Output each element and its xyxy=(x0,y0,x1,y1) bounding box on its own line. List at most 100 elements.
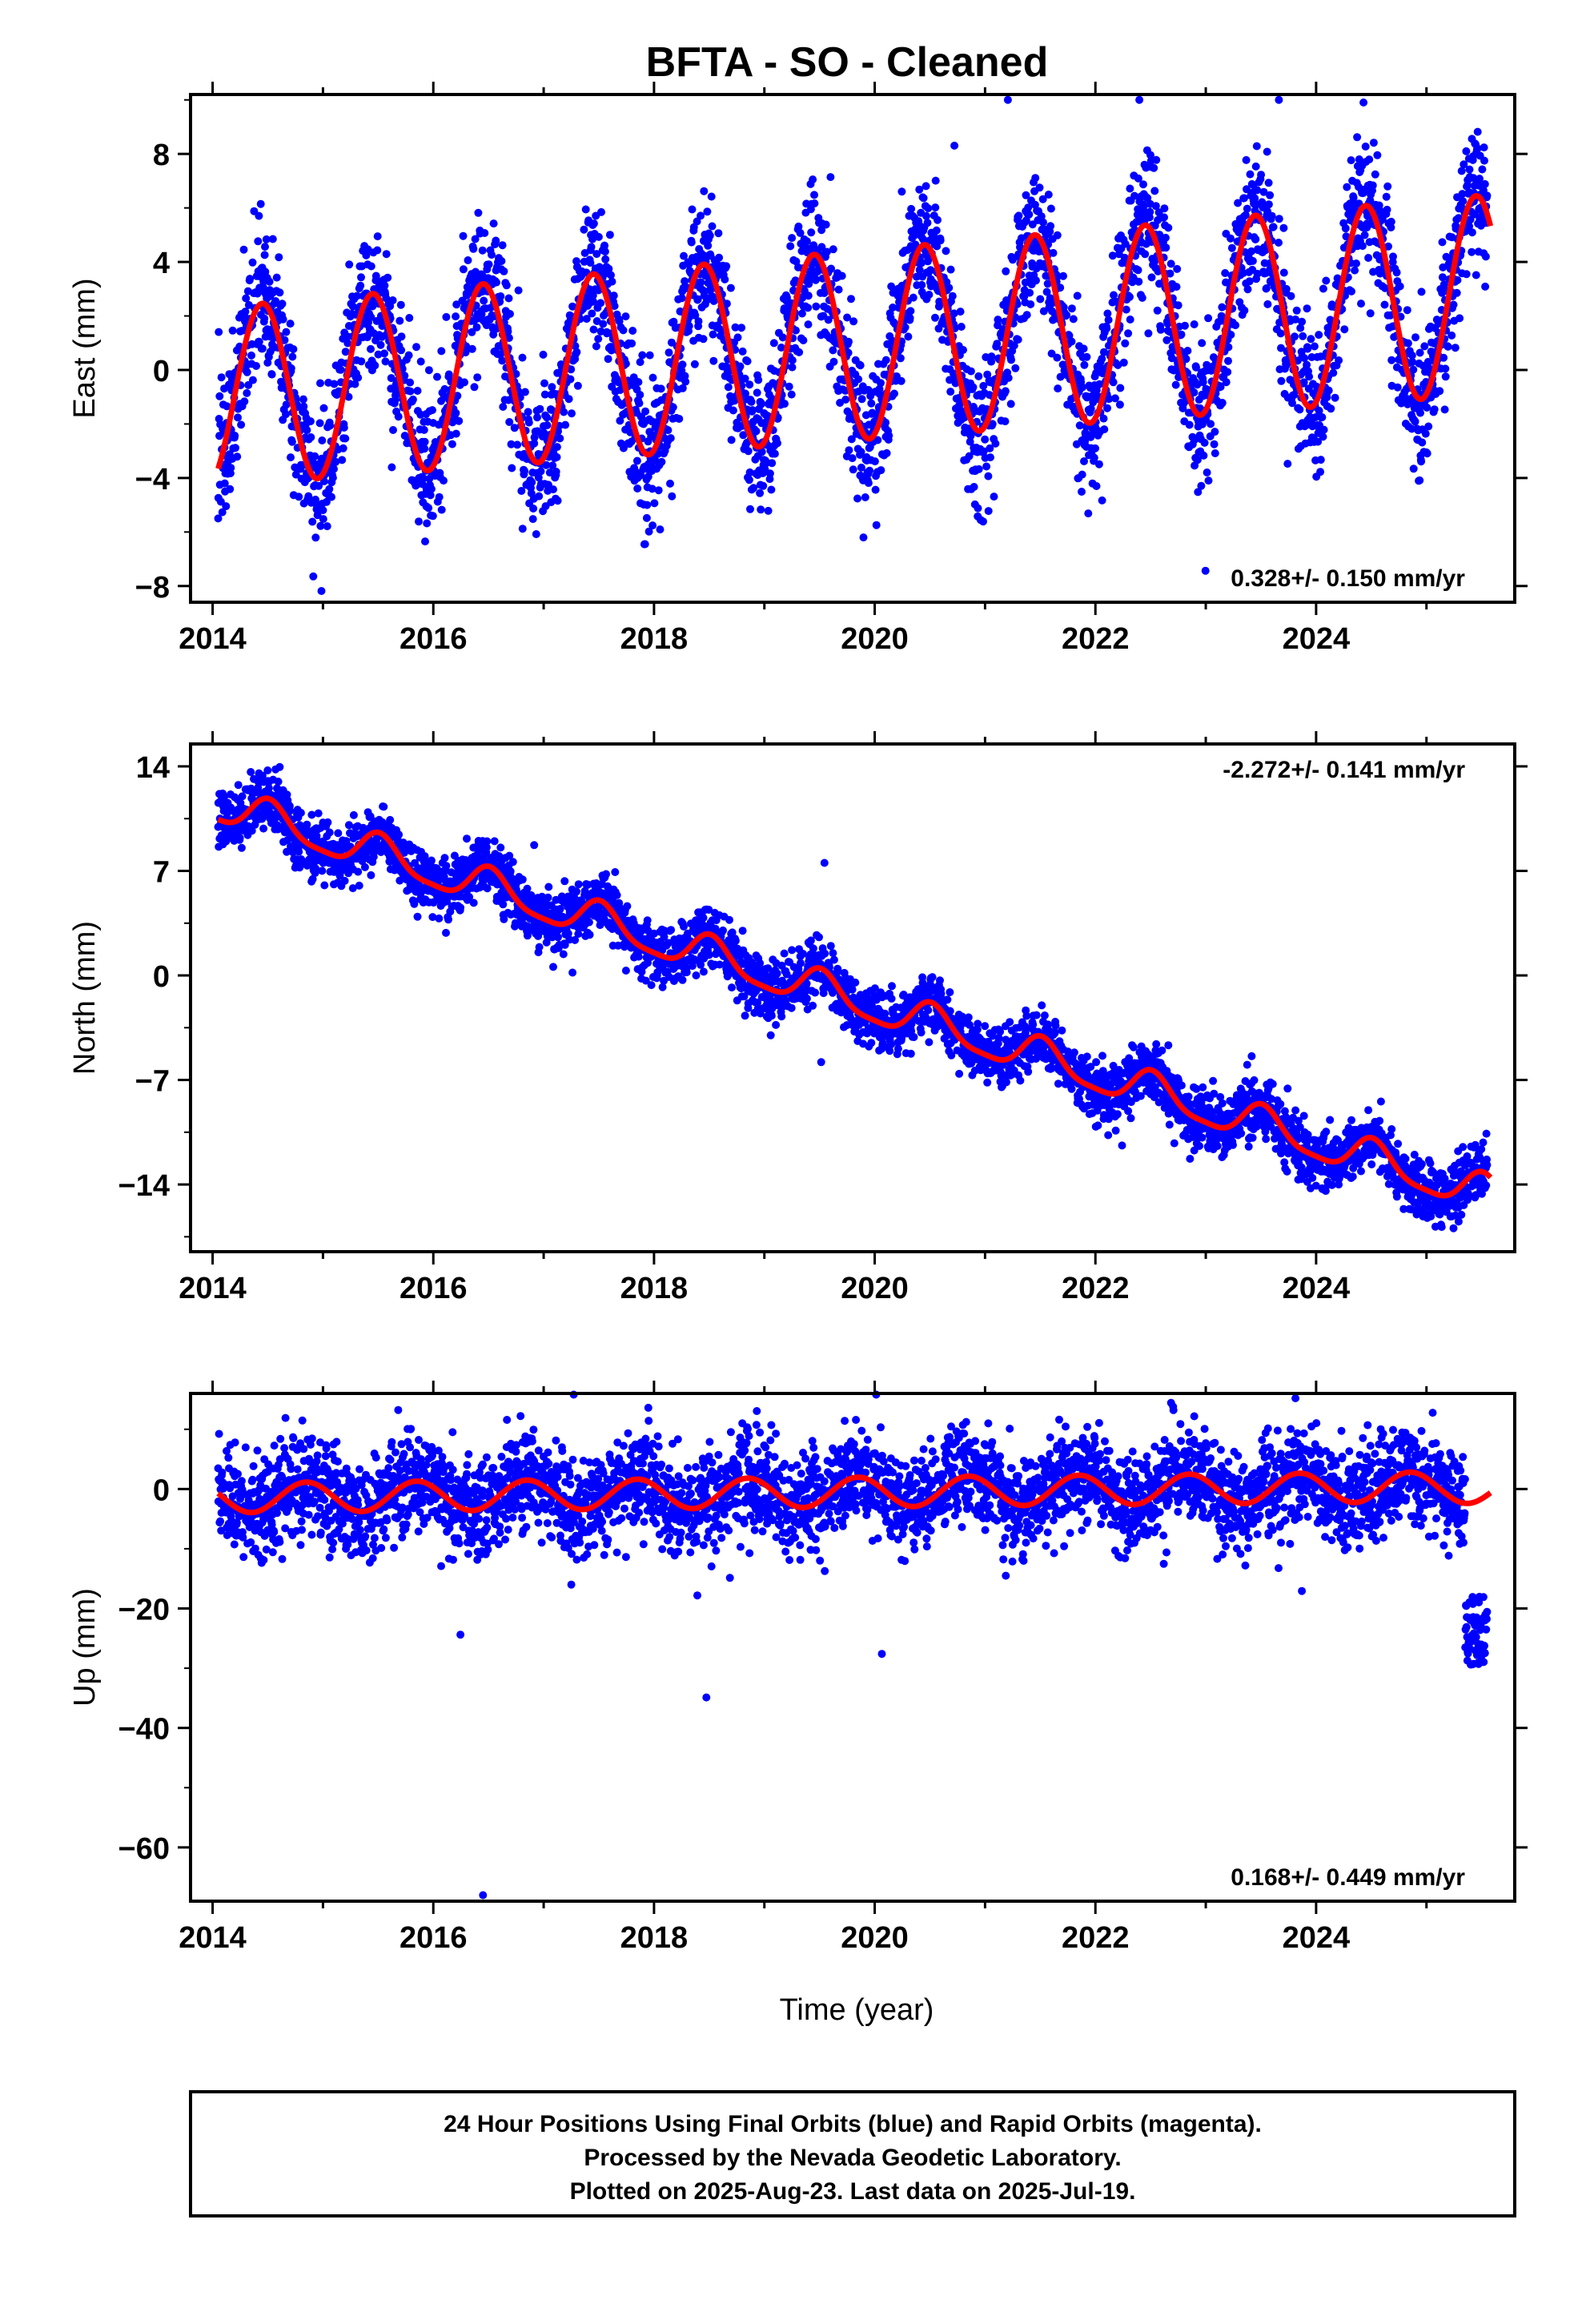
data-point xyxy=(306,417,315,426)
data-point xyxy=(315,419,324,428)
data-point xyxy=(1352,259,1360,267)
data-point xyxy=(829,357,838,366)
data-point xyxy=(235,834,244,842)
data-point xyxy=(1382,192,1391,201)
data-point xyxy=(1395,282,1404,291)
data-point xyxy=(756,489,765,497)
data-point xyxy=(280,336,289,344)
data-point xyxy=(942,247,950,255)
data-point xyxy=(318,866,327,875)
data-point xyxy=(543,413,551,422)
data-point xyxy=(990,493,998,501)
data-point xyxy=(669,403,677,412)
data-point xyxy=(1004,373,1013,382)
data-point xyxy=(470,383,479,392)
data-point xyxy=(754,376,763,384)
data-point xyxy=(769,339,778,348)
data-point xyxy=(560,408,568,416)
data-point xyxy=(1091,444,1099,452)
data-point xyxy=(1014,336,1022,344)
data-point xyxy=(400,372,409,380)
data-point xyxy=(581,205,590,214)
data-point xyxy=(318,436,327,444)
data-point xyxy=(707,192,716,201)
data-point xyxy=(286,806,295,815)
data-point xyxy=(572,348,581,356)
data-point xyxy=(1073,292,1082,300)
data-point xyxy=(1115,400,1124,409)
data-point xyxy=(656,525,665,534)
data-point xyxy=(255,211,263,220)
data-point xyxy=(788,234,797,243)
data-point xyxy=(991,439,1000,448)
data-point xyxy=(1277,376,1286,385)
data-point xyxy=(307,433,315,441)
data-point xyxy=(336,365,345,374)
data-point xyxy=(355,881,363,890)
data-point xyxy=(837,271,846,280)
data-point xyxy=(1373,151,1382,159)
data-point xyxy=(386,815,395,824)
data-point xyxy=(397,332,406,341)
data-point xyxy=(987,352,996,361)
data-point xyxy=(367,262,375,271)
data-point xyxy=(373,232,382,241)
data-point xyxy=(1024,203,1033,212)
data-point xyxy=(877,379,885,388)
data-point xyxy=(367,313,375,321)
data-point xyxy=(508,464,516,472)
data-point xyxy=(1224,343,1233,352)
data-point xyxy=(234,781,243,790)
data-point xyxy=(1164,223,1173,232)
data-point xyxy=(1025,210,1034,219)
data-point xyxy=(540,379,548,388)
data-point xyxy=(1416,408,1424,417)
data-point xyxy=(1185,420,1194,429)
data-point xyxy=(984,507,993,516)
data-point xyxy=(452,312,460,321)
data-point xyxy=(444,915,452,924)
data-point xyxy=(535,492,544,501)
data-point xyxy=(580,225,588,234)
data-point xyxy=(744,447,753,456)
data-point xyxy=(1207,420,1215,428)
data-point xyxy=(1078,383,1087,392)
data-point xyxy=(275,762,284,771)
data-point xyxy=(829,245,837,254)
data-point xyxy=(604,355,612,364)
data-point xyxy=(1156,325,1165,334)
data-point xyxy=(307,810,316,819)
data-point xyxy=(226,485,235,493)
data-point xyxy=(909,293,917,302)
data-point xyxy=(423,519,432,528)
data-point xyxy=(319,404,328,412)
east-data-points xyxy=(214,95,1492,595)
data-point xyxy=(1001,417,1010,426)
data-point xyxy=(925,291,934,299)
data-point xyxy=(464,256,472,264)
data-point xyxy=(1415,348,1424,357)
data-point xyxy=(316,521,325,530)
data-point xyxy=(474,208,483,217)
data-point xyxy=(287,453,295,462)
data-point xyxy=(420,437,429,446)
data-point xyxy=(267,370,276,379)
data-point xyxy=(1319,425,1328,434)
data-point xyxy=(259,824,268,833)
data-point xyxy=(722,262,731,271)
data-point xyxy=(218,508,227,517)
data-point xyxy=(371,361,379,370)
data-point xyxy=(469,899,478,907)
data-point xyxy=(1026,288,1034,297)
y-tick-label: −8 xyxy=(135,571,170,605)
data-point xyxy=(1361,143,1370,151)
data-point xyxy=(1002,267,1010,275)
data-point xyxy=(849,317,858,326)
data-point xyxy=(685,322,693,331)
data-point xyxy=(767,485,776,494)
data-point xyxy=(1441,364,1450,373)
data-point xyxy=(237,420,246,429)
data-point xyxy=(239,245,248,254)
data-point xyxy=(634,378,643,387)
data-point xyxy=(1473,127,1482,136)
